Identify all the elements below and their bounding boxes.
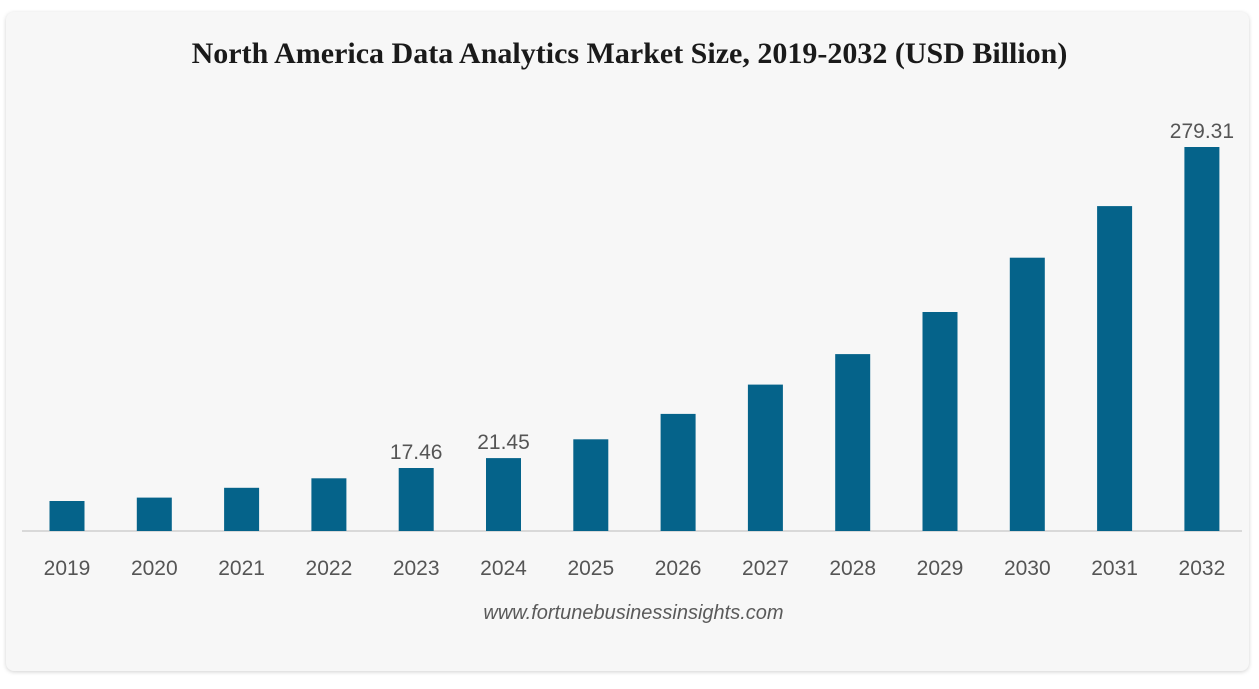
x-tick-label-2030: 2030 bbox=[1004, 557, 1051, 580]
bar-2024 bbox=[486, 458, 521, 531]
x-tick-label-2021: 2021 bbox=[218, 557, 265, 580]
data-label-2032: 279.31 bbox=[1170, 120, 1234, 143]
bar-2022 bbox=[311, 478, 347, 531]
x-tick-label-2020: 2020 bbox=[131, 557, 178, 580]
bar-2032 bbox=[1184, 147, 1220, 531]
x-axis-ticks: 2019 2020 2021 2022 2023 2024 2025 2026 2027 2028… bbox=[44, 557, 1226, 580]
source-url: www.fortunebusinessinsights.com bbox=[483, 602, 784, 624]
bar-2030 bbox=[1009, 257, 1045, 531]
x-tick-label-2025: 2025 bbox=[567, 557, 614, 580]
x-tick-label-2029: 2029 bbox=[917, 557, 964, 580]
bar-2029 bbox=[922, 312, 958, 531]
bar-2019 bbox=[49, 501, 85, 531]
chart-title: North America Data Analytics Market Size… bbox=[191, 37, 1068, 70]
bar-2031 bbox=[1097, 206, 1133, 531]
bar-2025 bbox=[573, 439, 609, 531]
bar-2021 bbox=[224, 487, 260, 531]
data-label-2023: 17.46 bbox=[390, 441, 443, 464]
x-tick-label-2019: 2019 bbox=[44, 557, 91, 580]
bar-2023 bbox=[398, 468, 434, 531]
x-tick-label-2027: 2027 bbox=[742, 557, 789, 580]
data-label-2024: 21.45 bbox=[477, 431, 530, 454]
x-tick-label-2032: 2032 bbox=[1179, 557, 1226, 580]
bar-2028 bbox=[835, 354, 871, 531]
x-tick-label-2026: 2026 bbox=[655, 557, 702, 580]
x-tick-label-2024: 2024 bbox=[480, 557, 527, 580]
data-labels: 17.46 21.45 279.31 bbox=[390, 120, 1234, 464]
x-tick-label-2022: 2022 bbox=[306, 557, 353, 580]
bar-2027 bbox=[747, 384, 783, 531]
bar-2026 bbox=[660, 413, 696, 531]
bar-series bbox=[49, 147, 1220, 531]
x-tick-label-2031: 2031 bbox=[1091, 557, 1138, 580]
x-tick-label-2028: 2028 bbox=[829, 557, 876, 580]
bar-2020 bbox=[136, 497, 172, 531]
x-tick-label-2023: 2023 bbox=[393, 557, 440, 580]
